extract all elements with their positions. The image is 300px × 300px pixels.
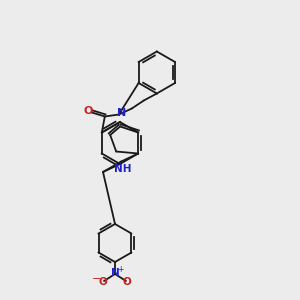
- Text: O: O: [99, 277, 107, 287]
- Text: O: O: [83, 106, 92, 116]
- Text: N: N: [111, 268, 119, 278]
- Text: N: N: [117, 109, 126, 118]
- Text: −: −: [92, 274, 102, 284]
- Text: NH: NH: [114, 164, 132, 173]
- Text: O: O: [123, 277, 131, 287]
- Text: +: +: [117, 265, 123, 274]
